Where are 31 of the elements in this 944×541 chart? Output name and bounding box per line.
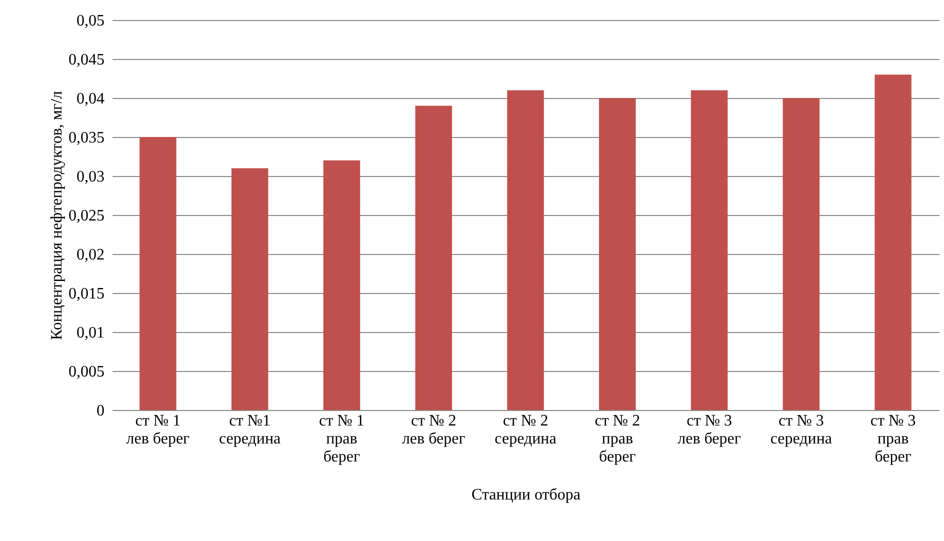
y-tick-label: 0,04 — [76, 90, 104, 108]
y-axis-title: Концентрация нефтепродуктов, мг/л — [48, 90, 66, 340]
x-axis-title: Станции отбора — [471, 486, 581, 504]
bar — [415, 106, 452, 410]
bar — [782, 98, 820, 410]
y-tick-label: 0,05 — [76, 12, 104, 30]
x-tick-label: ст № 3 лев берег — [678, 412, 742, 448]
x-tick-label: ст № 3 прав берег — [870, 412, 916, 466]
x-tick-label: ст № 2 лев берег — [402, 412, 466, 448]
y-tick-label: 0,025 — [68, 208, 104, 224]
x-tick-label: ст № 1 прав берег — [319, 412, 364, 466]
y-tick-label: 0,045 — [68, 52, 104, 68]
bar — [690, 90, 728, 410]
x-tick-label: ст №1 середина — [219, 412, 281, 448]
bar — [323, 160, 360, 410]
x-tick-label: ст № 3 середина — [770, 412, 832, 448]
y-tick-label: 0 — [96, 402, 104, 420]
bar — [599, 98, 636, 410]
bar — [231, 168, 268, 410]
bar — [874, 74, 912, 410]
y-tick-label: 0,03 — [76, 168, 104, 186]
y-tick-label: 0,005 — [68, 364, 104, 380]
y-tick-label: 0,035 — [68, 130, 104, 146]
y-tick-label: 0,01 — [76, 324, 104, 342]
bar — [140, 137, 176, 410]
y-tick-label: 0,015 — [68, 286, 104, 302]
bar — [507, 90, 544, 410]
x-tick-label: ст № 1 лев берег — [126, 412, 190, 448]
x-tick-label: ст № 2 середина — [494, 412, 556, 448]
y-tick-label: 0,02 — [76, 246, 104, 264]
x-tick-label: ст № 2 прав берег — [594, 412, 640, 466]
